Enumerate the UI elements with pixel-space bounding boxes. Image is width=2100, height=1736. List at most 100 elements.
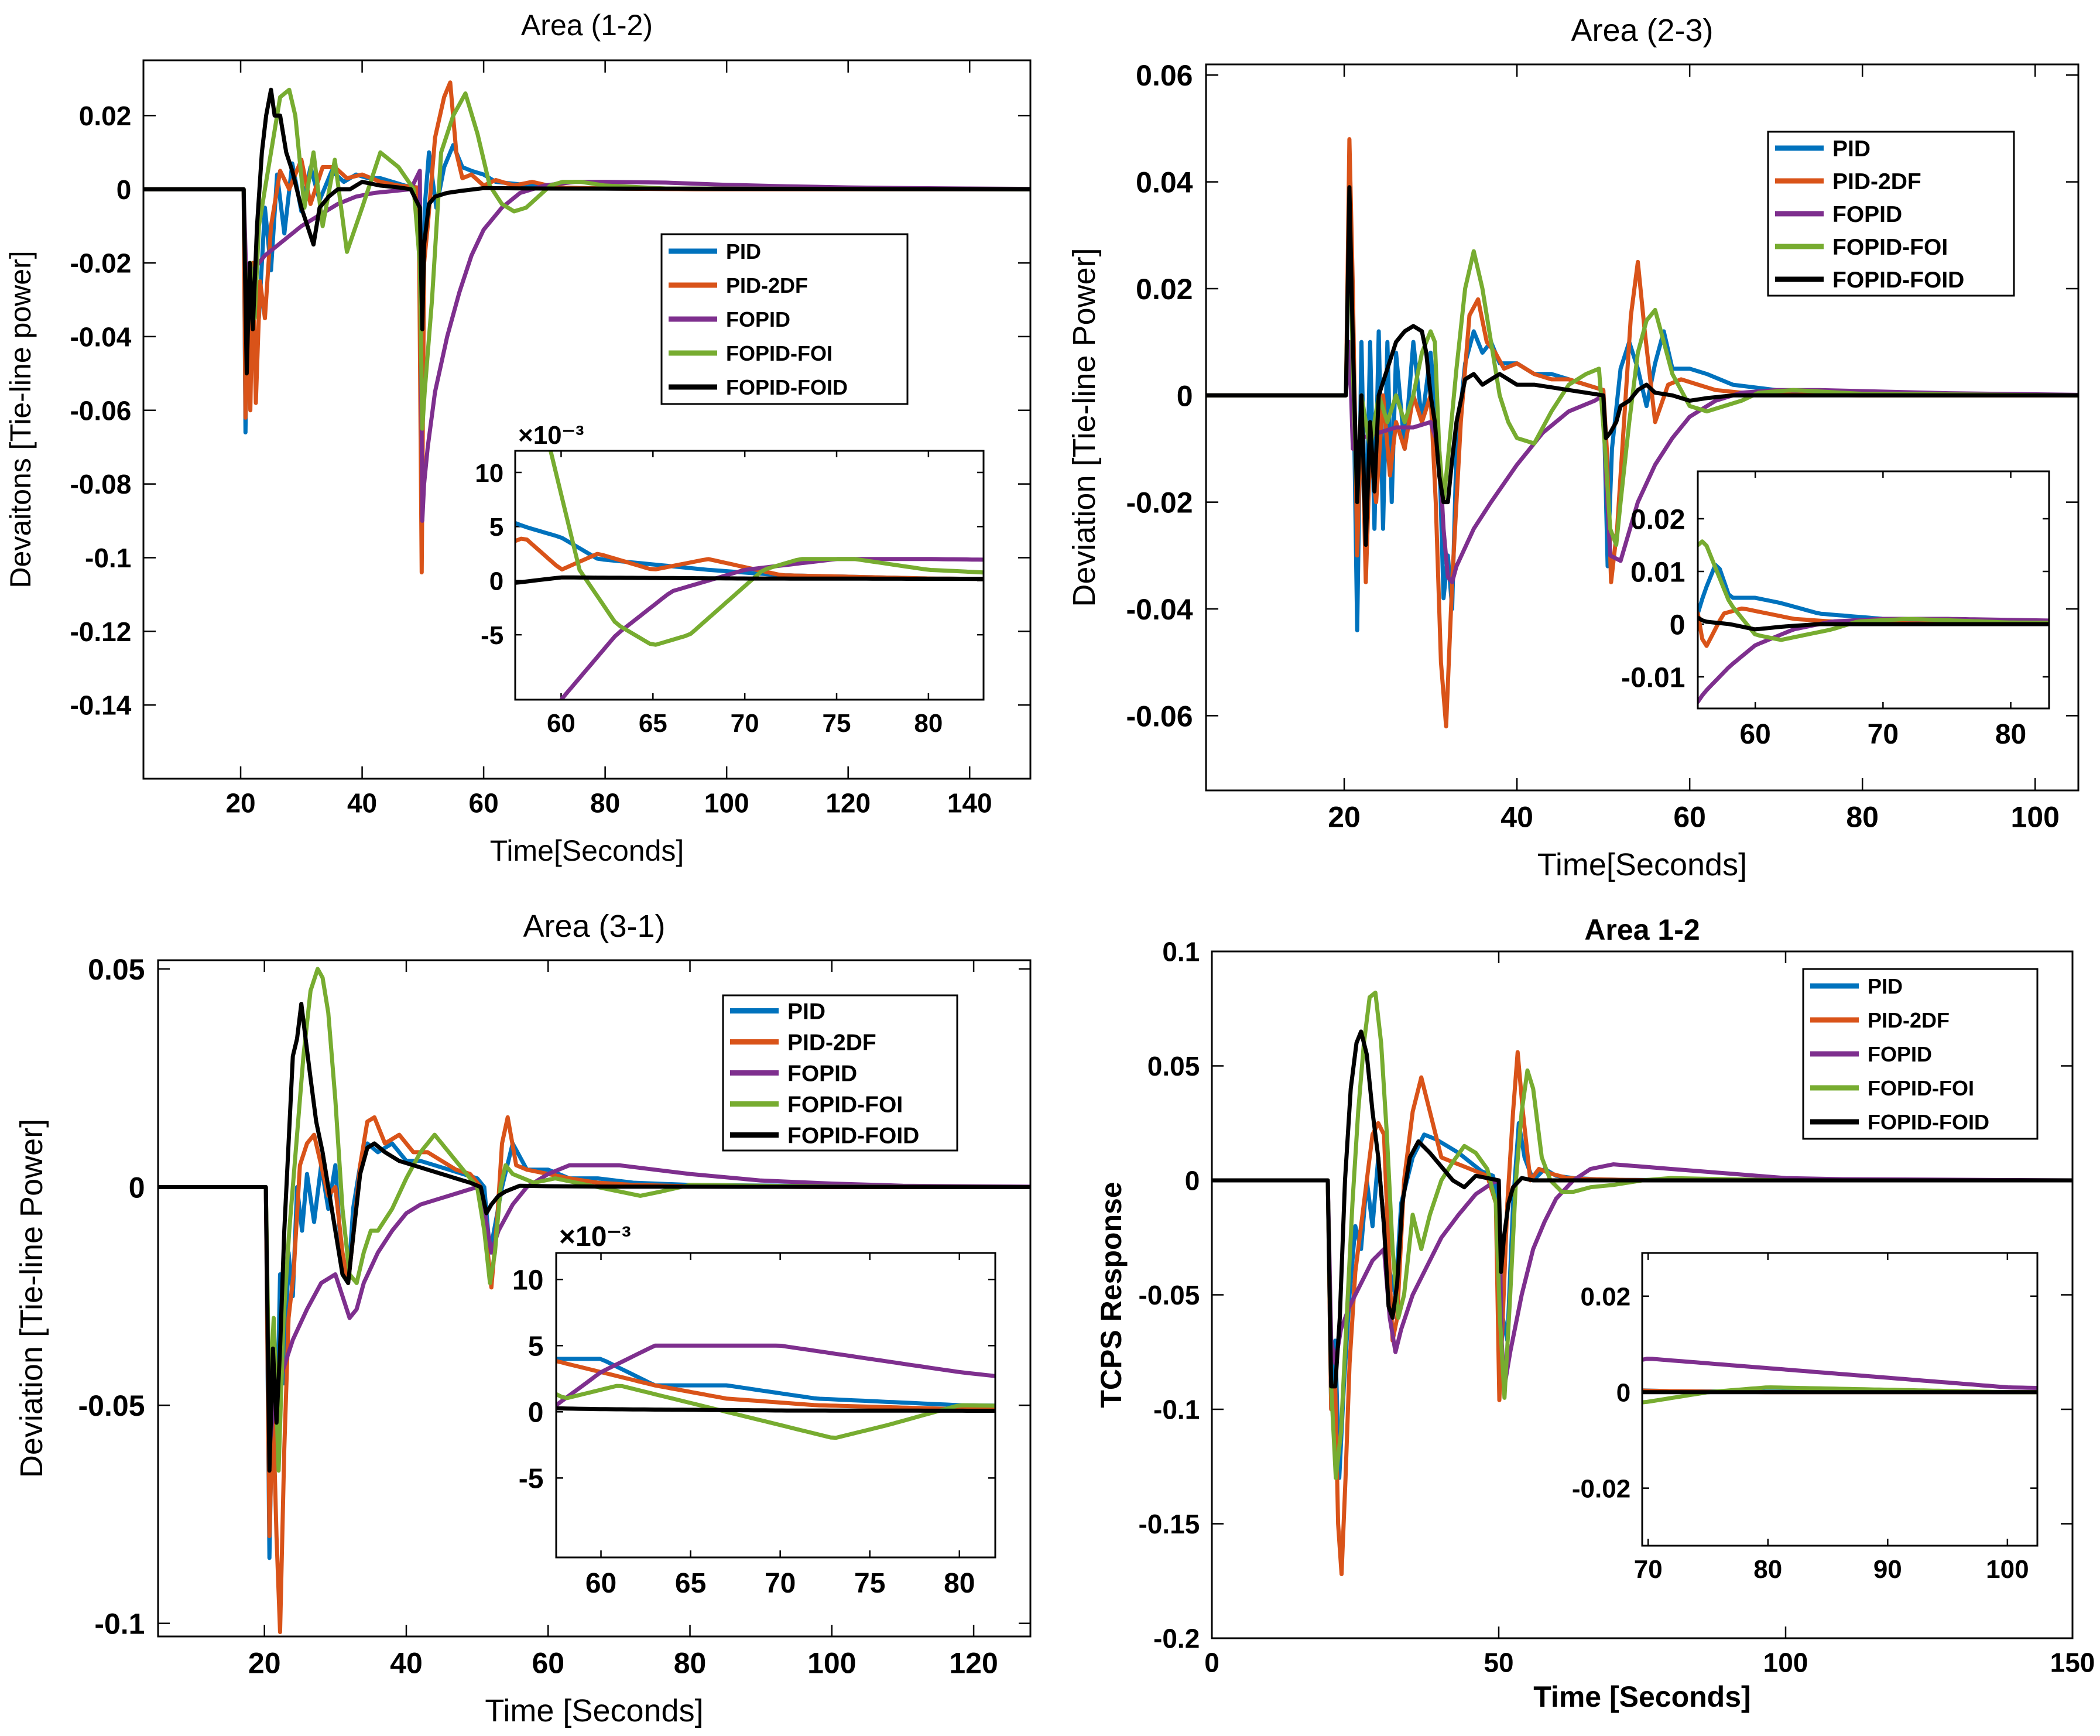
- main-ytick-label: -0.1: [94, 1608, 145, 1641]
- legend-entry: FOPID: [787, 1062, 857, 1087]
- main-series-group: [1206, 137, 2078, 729]
- inset-xtick-label: 75: [854, 1568, 885, 1599]
- inset-ytick-label: 0: [489, 567, 503, 596]
- x-axis-label: Time [Seconds]: [1533, 1680, 1750, 1713]
- main-ytick-label: -0.15: [1138, 1509, 1200, 1539]
- inset-plot: 60 65 70 75 80 10 5 0 -5 ×10⁻³: [512, 1221, 996, 1599]
- legend-entry: FOPID-FOID: [1868, 1110, 1989, 1134]
- main-ytick-label: -0.04: [1126, 593, 1193, 626]
- inset-line-fopid-foid: [1698, 615, 2049, 632]
- inset-area: [1641, 1252, 2039, 1547]
- inset-series-group: [1642, 1357, 2037, 1405]
- legend-entry: PID: [787, 999, 825, 1025]
- main-ytick-label: -0.05: [1138, 1280, 1200, 1310]
- main-line-fopid-foid: [1212, 1029, 2072, 1389]
- main-ytick-label: 0.05: [88, 953, 145, 986]
- inset-ytick-label: 5: [528, 1331, 544, 1362]
- main-ytick-label: -0.1: [1153, 1395, 1200, 1425]
- inset-line-fopid: [556, 1343, 995, 1408]
- main-xtick-label: 80: [674, 1647, 707, 1680]
- main-ytick-label: 0.06: [1136, 59, 1193, 92]
- chart-panel-2: 20 40 60 80 100 0.06 0.04 0.02 0 -0.02 -0.04 -0.06 A…: [1067, 13, 2080, 882]
- main-line-fopid: [158, 1163, 1030, 1451]
- main-ytick-label: 0: [1185, 1166, 1200, 1196]
- main-line-fopid: [143, 169, 1030, 523]
- legend: PID PID-2DF FOPID FOPID-FOI FOPID-FOID: [1767, 131, 2015, 297]
- inset-xtick-label: 90: [1873, 1555, 1902, 1584]
- inset-xtick-label: 80: [944, 1568, 975, 1599]
- inset-ytick-label: 10: [512, 1265, 543, 1296]
- inset-frame: [555, 1252, 996, 1559]
- legend-entry: FOPID: [1868, 1042, 1932, 1066]
- inset-xtick-label: 80: [1995, 719, 2026, 750]
- inset-line-fopid: [559, 557, 984, 700]
- y-axis-label: Deviation [Tie-line Power]: [1067, 248, 1102, 607]
- main-ytick-label: -0.02: [1126, 487, 1193, 519]
- main-xtick-label: 60: [532, 1647, 564, 1680]
- inset-ytick-label: -5: [519, 1464, 544, 1495]
- main-xtick-label: 60: [1673, 801, 1706, 834]
- inset-series-group: [556, 1343, 995, 1440]
- main-ytick-label: -0.1: [85, 543, 131, 573]
- inset-ytick-label: 5: [489, 513, 503, 542]
- main-line-pid-2df: [158, 1115, 1030, 1634]
- inset-plot: 60 70 80 0.02 0.01 0 -0.01: [1621, 470, 2050, 750]
- y-axis-label: TCPS Response: [1095, 1182, 1128, 1408]
- inset-line-fopid-foi: [556, 1384, 995, 1440]
- main-line-pid-2df: [1212, 1050, 2072, 1576]
- inset-xtick-label: 70: [1868, 719, 1899, 750]
- legend-entry: FOPID-FOI: [1832, 235, 1948, 260]
- inset-xtick-label: 60: [1739, 719, 1770, 750]
- main-xtick-label: 0: [1204, 1648, 1219, 1678]
- main-xtick-label: 140: [947, 788, 992, 819]
- main-line-fopid: [1212, 1162, 2072, 1389]
- inset-xtick-label: 65: [675, 1568, 706, 1599]
- main-ytick-label: -0.06: [1126, 700, 1193, 732]
- legend-entry: FOPID: [1832, 202, 1902, 227]
- inset-series-group: [1698, 539, 2049, 704]
- legend-entry: PID: [726, 239, 761, 263]
- legend-entry: FOPID-FOI: [1868, 1076, 1974, 1100]
- x-axis-label: Time[Seconds]: [1537, 847, 1747, 882]
- chart-title: Area (3-1): [523, 909, 665, 944]
- main-line-fopid-foid: [1206, 185, 2078, 547]
- inset-area: [1697, 470, 2050, 710]
- main-xtick-label: 100: [704, 788, 749, 819]
- main-xtick-label: 100: [807, 1647, 856, 1680]
- inset-line-fopid-foi: [1698, 539, 2049, 642]
- main-xtick-label: 40: [1501, 801, 1533, 834]
- inset-frame: [1697, 470, 2050, 710]
- legend-entry: FOPID-FOID: [787, 1124, 919, 1149]
- inset-series-group: [515, 451, 984, 700]
- inset-line-fopid: [1642, 1357, 2037, 1390]
- main-xtick-label: 150: [2050, 1648, 2095, 1678]
- legend-entry: FOPID-FOI: [726, 341, 833, 365]
- main-xtick-label: 100: [2011, 801, 2060, 834]
- legend-entry: PID: [1832, 136, 1871, 162]
- inset-xtick-label: 80: [1753, 1555, 1782, 1584]
- plot-frame: [142, 59, 1032, 780]
- main-xtick-label: 40: [390, 1647, 423, 1680]
- main-xtick-label: 60: [469, 788, 499, 819]
- inset-xtick-label: 70: [731, 709, 759, 738]
- main-series-group: [158, 967, 1030, 1634]
- legend: PID PID-2DF FOPID FOPID-FOI FOPID-FOID: [1802, 968, 2039, 1140]
- legend-entry: FOPID-FOI: [787, 1093, 903, 1118]
- inset-plot: 70 80 90 100 0.02 0 -0.02: [1572, 1252, 2039, 1584]
- main-line-fopid-foi: [143, 87, 1030, 431]
- legend-entry: PID-2DF: [1868, 1008, 1950, 1032]
- main-ytick-label: -0.02: [70, 248, 131, 279]
- main-xtick-label: 40: [347, 788, 377, 819]
- main-xtick-label: 20: [225, 788, 255, 819]
- main-ytick-label: 0.04: [1136, 166, 1193, 199]
- legend: PID PID-2DF FOPID FOPID-FOI FOPID-FOID: [722, 994, 958, 1152]
- chart-panel-1: 20 40 60 80 100 120 1400.020-0.02-0.04-0.06-0.…: [4, 9, 1032, 867]
- inset-exponent-label: ×10⁻³: [518, 421, 584, 450]
- main-line-fopid-foid: [158, 1002, 1030, 1473]
- inset-plot: 60 65 70 75 80 10 5 0 -5 ×10⁻³: [475, 421, 985, 738]
- main-ytick-label: 0.1: [1162, 937, 1200, 967]
- main-xtick-label: 20: [248, 1647, 281, 1680]
- inset-ytick-label: -0.01: [1621, 662, 1685, 693]
- inset-area: [514, 450, 985, 701]
